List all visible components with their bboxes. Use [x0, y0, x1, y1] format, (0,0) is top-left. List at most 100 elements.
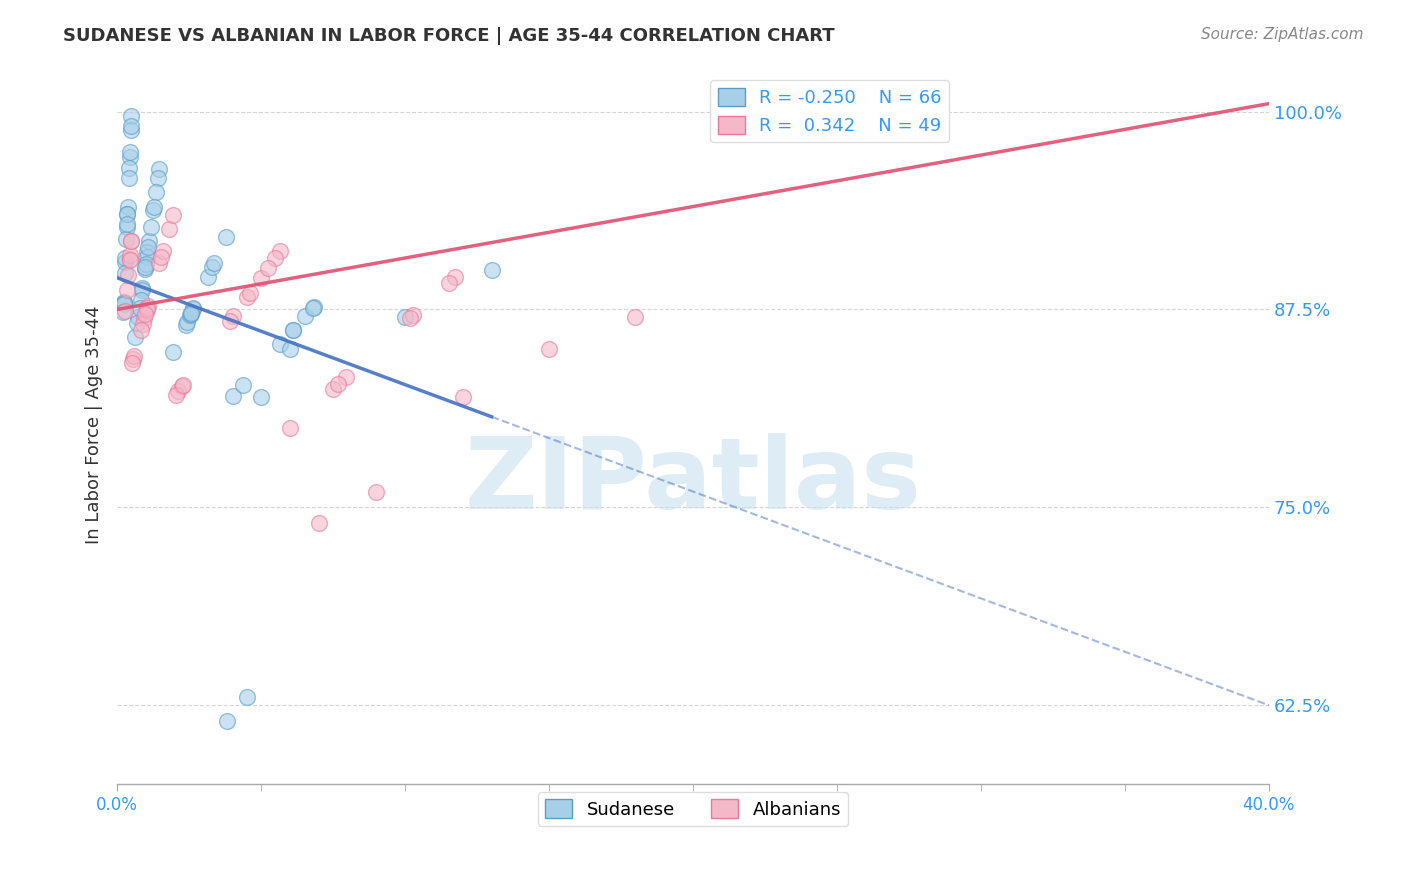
Point [173, 377, 195, 392]
Point [281, 323, 304, 337]
Point [308, 516, 330, 531]
Point [120, 248, 142, 262]
Point [444, 269, 467, 284]
Point [131, 318, 153, 332]
Point [114, 267, 136, 281]
Point [115, 220, 138, 235]
Point [146, 170, 169, 185]
Point [481, 263, 503, 277]
Point [142, 200, 165, 214]
Point [269, 244, 291, 259]
Point [142, 203, 165, 218]
Point [162, 345, 184, 359]
Point [136, 301, 159, 315]
Point [451, 390, 474, 404]
Point [115, 232, 138, 246]
Point [402, 309, 425, 323]
Point [232, 377, 254, 392]
Point [136, 244, 159, 259]
Point [394, 310, 416, 325]
Point [136, 299, 159, 313]
Point [366, 484, 388, 499]
Point [214, 230, 236, 244]
Text: SUDANESE VS ALBANIAN IN LABOR FORCE | AGE 35-44 CORRELATION CHART: SUDANESE VS ALBANIAN IN LABOR FORCE | AG… [63, 27, 835, 45]
Point [115, 217, 138, 231]
Point [129, 323, 152, 337]
Point [250, 390, 273, 404]
Point [112, 295, 135, 310]
Point [264, 251, 287, 265]
Point [174, 318, 197, 332]
Point [249, 271, 271, 285]
Point [117, 207, 139, 221]
Point [624, 310, 647, 325]
Point [122, 352, 145, 367]
Point [118, 145, 141, 159]
Point [322, 382, 344, 396]
Point [117, 207, 139, 221]
Text: Source: ZipAtlas.com: Source: ZipAtlas.com [1201, 27, 1364, 42]
Point [112, 297, 135, 311]
Point [112, 294, 135, 309]
Point [136, 240, 159, 254]
Point [399, 311, 422, 326]
Point [114, 255, 136, 269]
Y-axis label: In Labor Force | Age 35-44: In Labor Force | Age 35-44 [86, 305, 103, 543]
Point [180, 306, 202, 320]
Point [117, 200, 139, 214]
Point [219, 313, 242, 327]
Point [114, 251, 136, 265]
Point [118, 170, 141, 185]
Point [302, 300, 325, 314]
Point [118, 150, 141, 164]
Point [335, 369, 357, 384]
Point [134, 310, 156, 325]
Point [179, 308, 201, 322]
Point [281, 323, 304, 337]
Point [898, 104, 921, 119]
Point [120, 235, 142, 249]
Point [162, 208, 184, 222]
Point [157, 222, 180, 236]
Point [127, 310, 149, 325]
Point [134, 307, 156, 321]
Point [129, 293, 152, 308]
Point [120, 123, 142, 137]
Point [115, 283, 138, 297]
Point [121, 356, 143, 370]
Point [135, 257, 157, 271]
Point [135, 250, 157, 264]
Legend: Sudanese, Albanians: Sudanese, Albanians [538, 792, 848, 826]
Point [148, 162, 170, 177]
Point [120, 109, 142, 123]
Point [118, 252, 141, 267]
Point [128, 301, 150, 315]
Point [197, 269, 219, 284]
Point [118, 161, 141, 176]
Point [134, 260, 156, 274]
Point [114, 303, 136, 318]
Point [215, 714, 238, 728]
Point [120, 119, 142, 133]
Point [165, 388, 187, 402]
Point [127, 316, 149, 330]
Point [221, 389, 243, 403]
Point [145, 186, 167, 200]
Point [202, 256, 225, 270]
Point [118, 252, 141, 267]
Point [122, 349, 145, 363]
Point [138, 234, 160, 248]
Point [167, 384, 190, 399]
Point [239, 285, 262, 300]
Point [124, 330, 146, 344]
Point [257, 260, 280, 275]
Text: ZIPatlas: ZIPatlas [464, 434, 921, 531]
Point [148, 256, 170, 270]
Point [180, 307, 202, 321]
Point [236, 290, 259, 304]
Point [120, 234, 142, 248]
Point [112, 305, 135, 319]
Point [326, 377, 349, 392]
Point [139, 220, 162, 235]
Point [135, 302, 157, 317]
